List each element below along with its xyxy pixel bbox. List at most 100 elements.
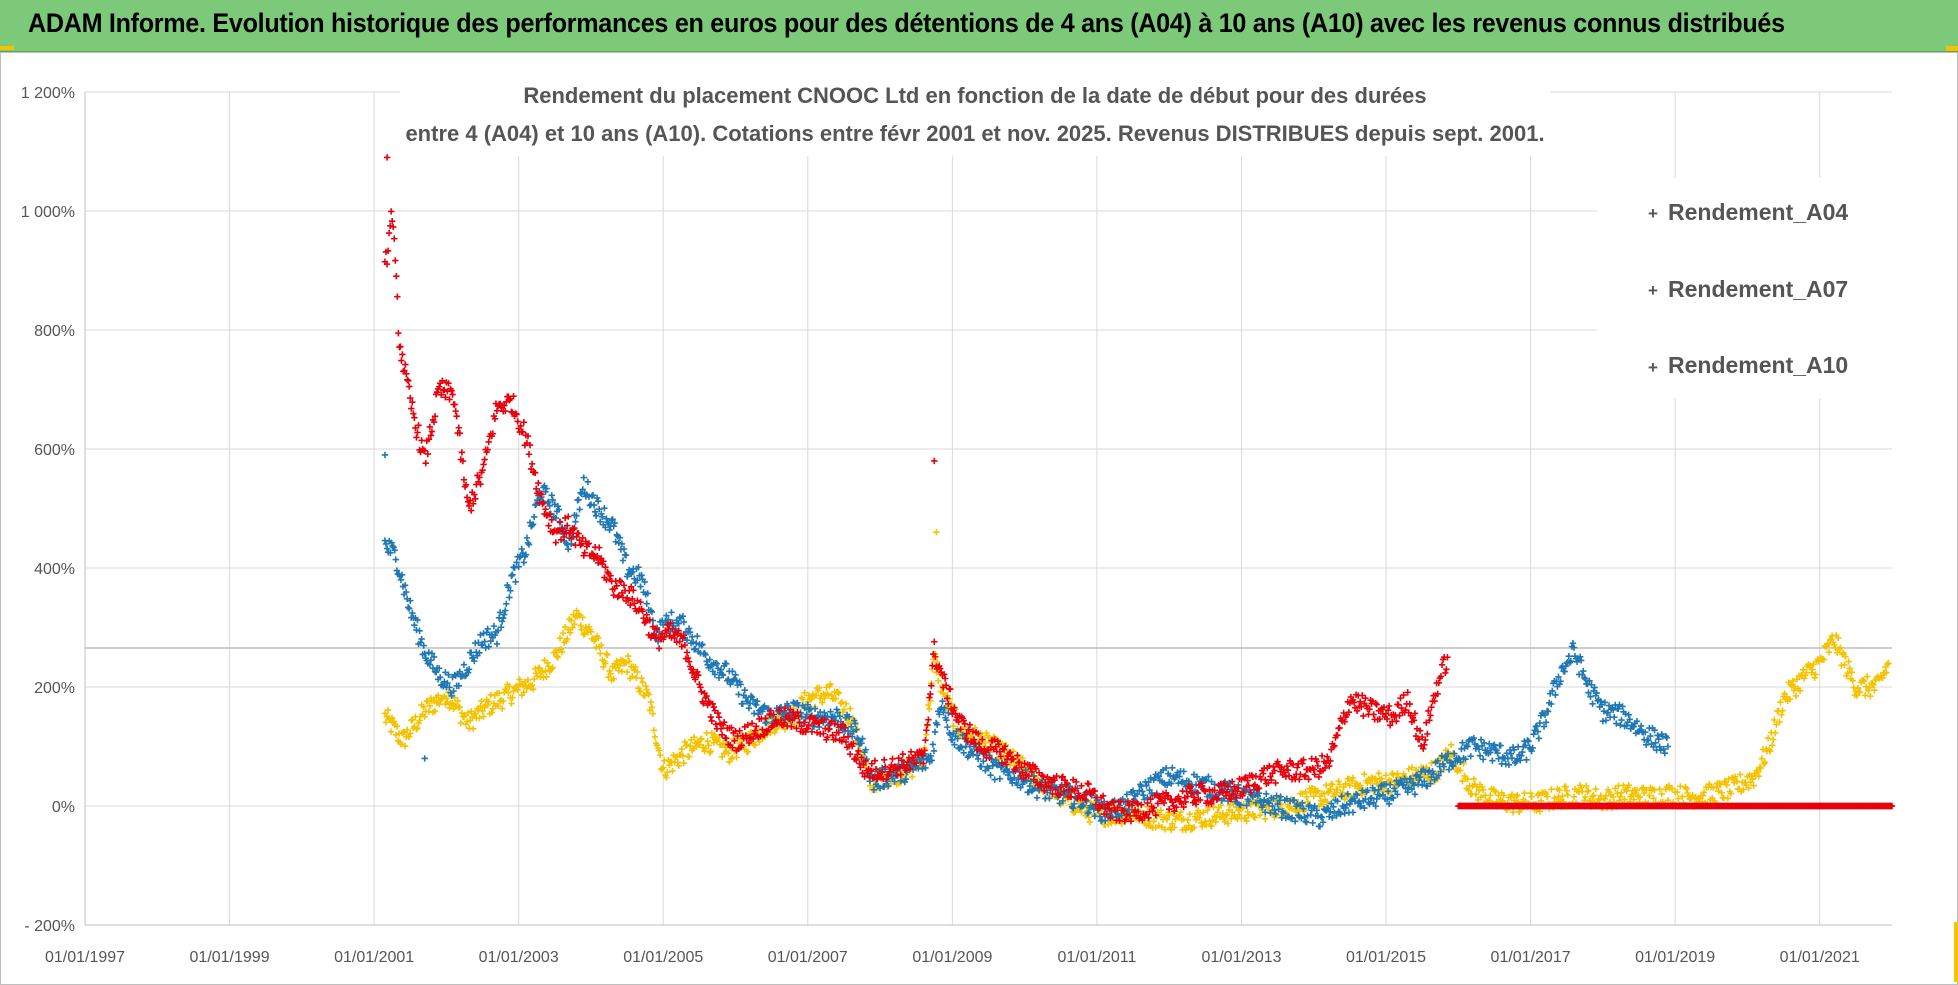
point-rendement-a07 — [428, 650, 436, 657]
point-rendement-a10 — [1435, 679, 1442, 687]
point-rendement-a04 — [1683, 785, 1690, 792]
point-rendement-a10 — [1129, 798, 1137, 805]
point-rendement-a07 — [944, 723, 951, 731]
point-rendement-a07 — [755, 711, 762, 718]
point-rendement-a10 — [607, 572, 614, 579]
point-rendement-a10 — [1082, 796, 1089, 803]
point-rendement-a04 — [1749, 776, 1756, 783]
point-rendement-a04 — [499, 698, 507, 705]
point-rendement-a04 — [1623, 787, 1630, 795]
point-rendement-a04 — [594, 634, 602, 642]
point-rendement-a10 — [527, 465, 535, 473]
point-rendement-a07 — [676, 613, 683, 621]
point-rendement-a10 — [1283, 762, 1291, 770]
point-rendement-a10 — [390, 223, 397, 231]
point-rendement-a10 — [442, 394, 449, 401]
point-rendement-a10 — [466, 497, 474, 504]
point-rendement-a07 — [491, 631, 499, 639]
point-rendement-a04 — [1370, 788, 1377, 795]
point-rendement-a04 — [549, 664, 556, 671]
point-rendement-a04 — [828, 692, 835, 699]
point-rendement-a10 — [1431, 697, 1438, 705]
point-rendement-a10 — [620, 582, 628, 589]
point-rendement-a07 — [548, 492, 555, 499]
point-rendement-a07 — [609, 516, 616, 523]
point-rendement-a04 — [1078, 808, 1085, 816]
point-rendement-a07 — [987, 771, 994, 779]
legend-backdrop — [1597, 178, 1897, 398]
point-rendement-a04 — [823, 684, 830, 691]
point-rendement-a04 — [406, 733, 413, 740]
point-rendement-a07 — [499, 614, 507, 622]
point-rendement-a04 — [1250, 813, 1258, 820]
point-rendement-a10 — [1028, 768, 1036, 776]
point-rendement-a10 — [397, 343, 404, 350]
point-rendement-a04 — [1479, 786, 1487, 794]
point-rendement-a07 — [450, 687, 457, 695]
point-rendement-a07 — [455, 682, 462, 689]
point-rendement-a07 — [1430, 770, 1437, 778]
point-rendement-a07 — [847, 723, 855, 730]
point-rendement-a10 — [1067, 793, 1075, 801]
x-tick-label: 01/01/1997 — [45, 949, 125, 966]
point-rendement-a10 — [861, 773, 868, 780]
point-rendement-a04 — [625, 658, 633, 665]
point-rendement-a04 — [424, 698, 432, 705]
point-rendement-a04 — [1802, 672, 1809, 679]
point-rendement-a10 — [451, 401, 458, 408]
point-rendement-a04 — [908, 773, 916, 781]
point-rendement-a10 — [695, 672, 702, 679]
point-rendement-a04 — [1527, 789, 1534, 797]
point-rendement-a10 — [481, 456, 488, 463]
point-rendement-a04 — [1860, 677, 1868, 685]
point-rendement-a07 — [1601, 699, 1609, 706]
point-rendement-a04 — [1716, 780, 1723, 787]
point-rendement-a10 — [868, 760, 876, 767]
point-rendement-a07 — [520, 559, 528, 566]
point-rendement-a10 — [600, 558, 607, 565]
point-rendement-a10 — [1059, 773, 1067, 780]
point-rendement-a04 — [1223, 811, 1231, 818]
point-rendement-a07 — [1477, 736, 1485, 743]
point-rendement-a07 — [1309, 819, 1316, 827]
point-rendement-a10 — [1336, 724, 1343, 732]
point-rendement-a04 — [1835, 634, 1842, 642]
point-rendement-a10 — [1109, 798, 1116, 805]
point-rendement-a10 — [383, 260, 391, 268]
point-rendement-a04 — [478, 697, 485, 705]
point-rendement-a07 — [851, 717, 858, 724]
point-rendement-a07 — [398, 571, 406, 579]
point-rendement-a10 — [907, 748, 915, 756]
point-rendement-a04 — [1349, 774, 1357, 782]
point-rendement-a07 — [1533, 722, 1540, 730]
point-rendement-a10 — [1266, 762, 1273, 770]
point-rendement-a04 — [1224, 820, 1232, 827]
point-rendement-a07 — [432, 669, 440, 676]
point-rendement-a04 — [1781, 690, 1788, 697]
point-rendement-a07 — [528, 522, 536, 529]
point-rendement-a10 — [1296, 776, 1303, 783]
point-rendement-a07 — [584, 478, 592, 485]
point-rendement-a04 — [1320, 790, 1328, 797]
point-rendement-a10 — [1420, 745, 1427, 752]
point-rendement-a10 — [1397, 694, 1404, 702]
point-rendement-a10 — [646, 616, 654, 624]
point-rendement-a10 — [661, 633, 668, 641]
point-rendement-a10 — [1383, 715, 1391, 723]
x-tick-label: 01/01/2005 — [623, 949, 703, 966]
y-tick-label: 0% — [52, 799, 75, 816]
point-rendement-a04 — [552, 647, 560, 655]
point-rendement-a10 — [540, 499, 547, 506]
point-rendement-a04 — [1190, 824, 1198, 831]
point-rendement-a10 — [853, 756, 860, 764]
point-rendement-a10 — [1144, 799, 1151, 807]
point-rendement-a10 — [613, 582, 620, 590]
point-rendement-a07 — [980, 758, 987, 765]
point-rendement-a04 — [498, 705, 506, 712]
point-rendement-a07 — [619, 557, 627, 564]
point-rendement-a10 — [1175, 793, 1182, 800]
point-rendement-a10 — [1127, 818, 1135, 825]
point-rendement-a10 — [921, 747, 928, 754]
point-rendement-a04 — [1487, 792, 1494, 799]
point-rendement-a04 — [1758, 755, 1766, 762]
